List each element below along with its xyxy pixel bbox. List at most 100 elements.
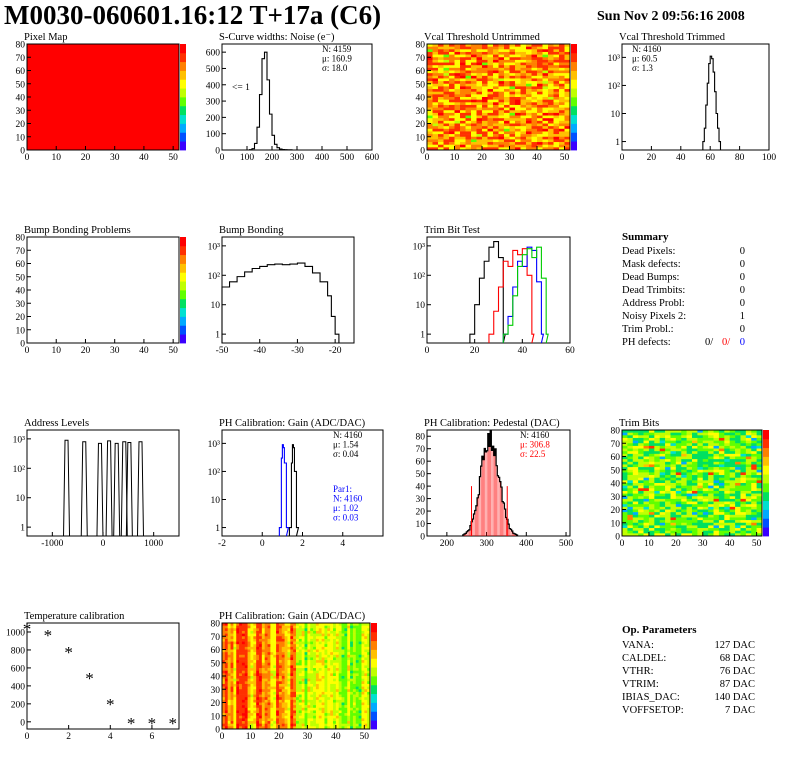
heatmap-cell [244,678,248,682]
heatmap-cell [287,623,291,626]
heatmap-cell [553,112,560,116]
heatmap-cell [686,477,693,481]
heatmap-cell [718,506,725,510]
heatmap-cell [244,628,248,632]
heatmap-cell [509,110,516,114]
heatmap-cell [244,665,248,669]
heatmap-cell [241,657,246,661]
heatmap-cell [335,715,339,719]
heatmap-cell [333,623,337,626]
heatmap-cell [267,660,271,664]
heatmap-cell [367,699,371,703]
heatmap-cell [454,67,461,71]
heatmap-cell [692,451,698,455]
heatmap-cell [697,528,704,531]
heatmap-cell [729,469,736,473]
heatmap-cell [632,530,639,534]
series-line [221,262,345,344]
heatmap-cell [708,520,714,524]
heatmap-cell [718,501,725,505]
heatmap-cell [526,83,532,87]
heatmap-cell [482,73,488,77]
heatmap-cell [236,723,240,727]
heatmap-cell [675,525,682,529]
heatmap-cell [659,435,666,439]
heatmap-cell [531,118,538,122]
heatmap-cell [670,512,677,516]
heatmap-cell [230,723,234,727]
heatmap-cell [670,528,677,531]
heatmap-cell [493,57,499,61]
heatmap-cell [270,673,274,677]
heatmap-cell [318,707,322,711]
heatmap-cell [531,78,538,82]
heatmap-cell [227,694,231,698]
heatmap-cell [284,699,288,703]
heatmap-cell [487,104,494,108]
heatmap-cell [284,689,288,693]
x-tick-label: 10 [246,732,256,742]
heatmap-cell [253,681,257,685]
heatmap-cell [239,726,243,730]
heatmap-cell [564,89,571,92]
heatmap-cell [548,112,554,116]
heatmap-cell [247,715,251,719]
heatmap-cell [338,707,342,711]
heatmap-cell [471,54,477,58]
heatmap-cell [692,464,698,468]
heatmap-cell [548,67,554,71]
heatmap-cell [227,633,231,637]
heatmap-cell [222,630,226,634]
heatmap-cell [537,44,543,47]
heatmap-cell [471,144,477,148]
heatmap-cell [290,673,294,677]
heatmap-cell [443,126,450,130]
heatmap-cell [304,633,308,637]
heatmap-cell [627,443,634,447]
heatmap-cell [729,517,736,521]
heatmap-cell [686,514,693,518]
heatmap-cell [318,710,322,714]
heatmap-cell [327,721,331,724]
heatmap-cell [276,678,280,682]
heatmap-cell [504,75,510,79]
heatmap-cell [659,451,666,455]
heatmap-cell [504,57,510,61]
heatmap-cell [284,657,288,661]
heatmap-cell [341,670,345,674]
heatmap-cell [627,467,634,471]
heatmap-cell [756,493,763,497]
heatmap-cell [454,44,461,47]
heatmap-cell [515,99,521,103]
heatmap-cell [454,102,461,106]
heatmap-cell [236,710,240,714]
heatmap-cell [256,630,260,634]
heatmap-cell [724,528,730,531]
heatmap-cell [504,139,510,143]
heatmap-cell [358,723,362,727]
y-tick-label: 100 [206,130,221,140]
heatmap-cell [278,638,283,642]
heatmap-cell [358,644,362,648]
heatmap-cell [751,517,757,521]
heatmap-cell [352,633,357,637]
heatmap-cell [537,115,543,119]
heatmap-cell [702,461,709,465]
heatmap-cell [632,469,639,473]
heatmap-cell [296,689,300,693]
heatmap-cell [740,490,747,494]
heatmap-cell [278,654,283,658]
heatmap-cell [564,81,571,85]
heatmap-cell [335,652,339,656]
heatmap-cell [708,435,714,439]
heatmap-cell [702,437,709,441]
heatmap-cell [278,683,283,687]
heatmap-cell [230,707,234,711]
heatmap-cell [338,668,342,671]
y-tick-label: 60 [16,260,26,270]
heatmap-cell [648,501,655,505]
heatmap-cell [627,435,634,439]
heatmap-cell [654,506,660,510]
heatmap-cell [509,139,516,143]
heatmap-cell [287,707,291,711]
